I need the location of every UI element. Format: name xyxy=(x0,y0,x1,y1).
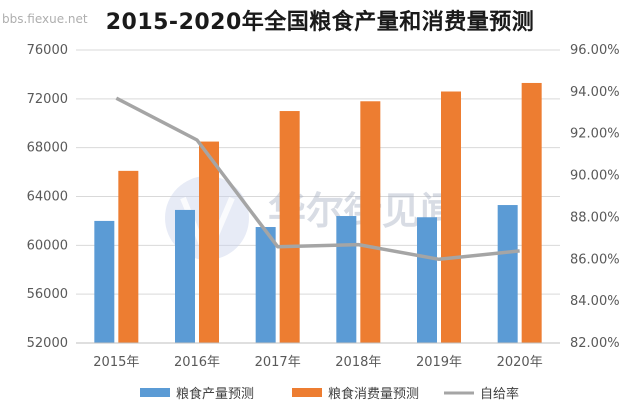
y-right-tick-label: 94.00% xyxy=(570,85,620,100)
legend-swatch xyxy=(140,388,170,397)
y-left-tick-label: 60000 xyxy=(27,238,68,253)
bar-consumption xyxy=(441,91,461,343)
legend-label: 自给率 xyxy=(480,386,519,402)
bar-production xyxy=(255,227,276,343)
bar-production xyxy=(497,205,518,343)
bar-production xyxy=(175,209,195,343)
x-tick-label: 2020年 xyxy=(497,355,543,370)
legend-label: 粮食消费量预测 xyxy=(328,386,419,402)
chart-title: 2015-2020年全国粮食产量和消费量预测 xyxy=(105,10,535,35)
line-series xyxy=(115,96,520,262)
bar-consumption xyxy=(279,111,300,344)
y-left-tick-label: 52000 xyxy=(27,336,68,351)
y-right-tick-label: 82.00% xyxy=(570,336,620,351)
y-axis-right: 82.00% 84.00% 86.00% 88.00% 90.00% 92.00% 94.0… xyxy=(570,43,620,351)
x-tick-label: 2019年 xyxy=(416,355,462,370)
legend: 粮食产量预测 粮食消费量预测 自给率 xyxy=(140,386,519,402)
y-left-tick-label: 56000 xyxy=(27,287,68,302)
y-left-tick-label: 64000 xyxy=(27,190,68,205)
y-right-tick-label: 90.00% xyxy=(570,169,620,184)
bar-series xyxy=(94,82,542,344)
bar-production xyxy=(417,217,437,343)
corner-watermark: bbs.fiexue.net xyxy=(2,12,88,26)
x-tick-label: 2015年 xyxy=(93,355,139,370)
y-right-tick-label: 92.00% xyxy=(570,127,620,142)
x-tick-label: 2016年 xyxy=(174,355,220,370)
y-right-tick-label: 88.00% xyxy=(570,210,620,225)
legend-swatch xyxy=(292,388,322,397)
legend-label: 粮食产量预测 xyxy=(176,386,254,402)
x-axis: 2015年 2016年 2017年 2018年 2019年 2020年 xyxy=(76,342,560,370)
y-right-tick-label: 84.00% xyxy=(570,294,620,309)
y-right-tick-label: 96.00% xyxy=(570,43,620,58)
bar-production xyxy=(94,220,115,343)
y-left-tick-label: 72000 xyxy=(27,92,68,107)
bar-consumption xyxy=(199,141,219,343)
bar-production xyxy=(336,216,357,343)
bar-consumption xyxy=(521,82,542,344)
y-left-tick-label: 68000 xyxy=(27,141,68,156)
y-right-tick-label: 86.00% xyxy=(570,252,620,267)
y-axis-left: 52000 56000 60000 64000 68000 72000 76000 xyxy=(27,43,68,351)
x-tick-label: 2017年 xyxy=(255,355,301,370)
x-tick-label: 2018年 xyxy=(335,355,381,370)
bar-consumption xyxy=(118,170,139,343)
line-self-sufficiency xyxy=(115,96,520,262)
bar-consumption xyxy=(360,101,381,344)
y-left-tick-label: 76000 xyxy=(27,43,68,58)
